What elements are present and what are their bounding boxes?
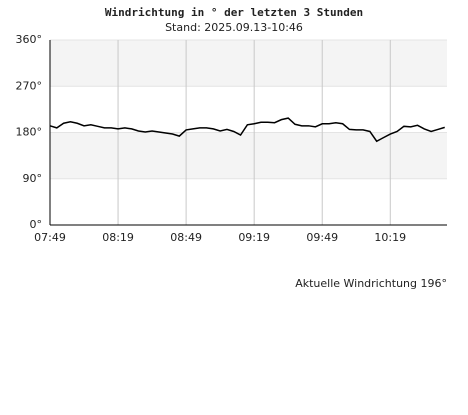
- line: [49, 117, 445, 143]
- y-tick-label: 360°: [16, 33, 43, 46]
- x-tick-label: 07:49: [34, 231, 66, 244]
- x-tick-label: 08:19: [102, 231, 134, 244]
- x-tick-label: 10:19: [374, 231, 406, 244]
- chart-subtitle: Stand: 2025.09.13-10:46: [165, 21, 303, 34]
- y-tick-label: 270°: [16, 79, 43, 92]
- x-tick-label: 09:49: [306, 231, 338, 244]
- grid-band: [50, 132, 447, 179]
- y-tick-label: 0°: [30, 218, 43, 231]
- chart-title: Windrichtung in ° der letzten 3 Stunden: [105, 6, 363, 19]
- grid-band: [50, 40, 447, 87]
- annotation: Aktuelle Windrichtung 196°: [295, 277, 447, 290]
- x-tick-label: 08:49: [170, 231, 202, 244]
- y-tick-label: 180°: [16, 126, 43, 139]
- y-tick-label: 90°: [23, 172, 43, 185]
- x-tick-label: 09:19: [238, 231, 270, 244]
